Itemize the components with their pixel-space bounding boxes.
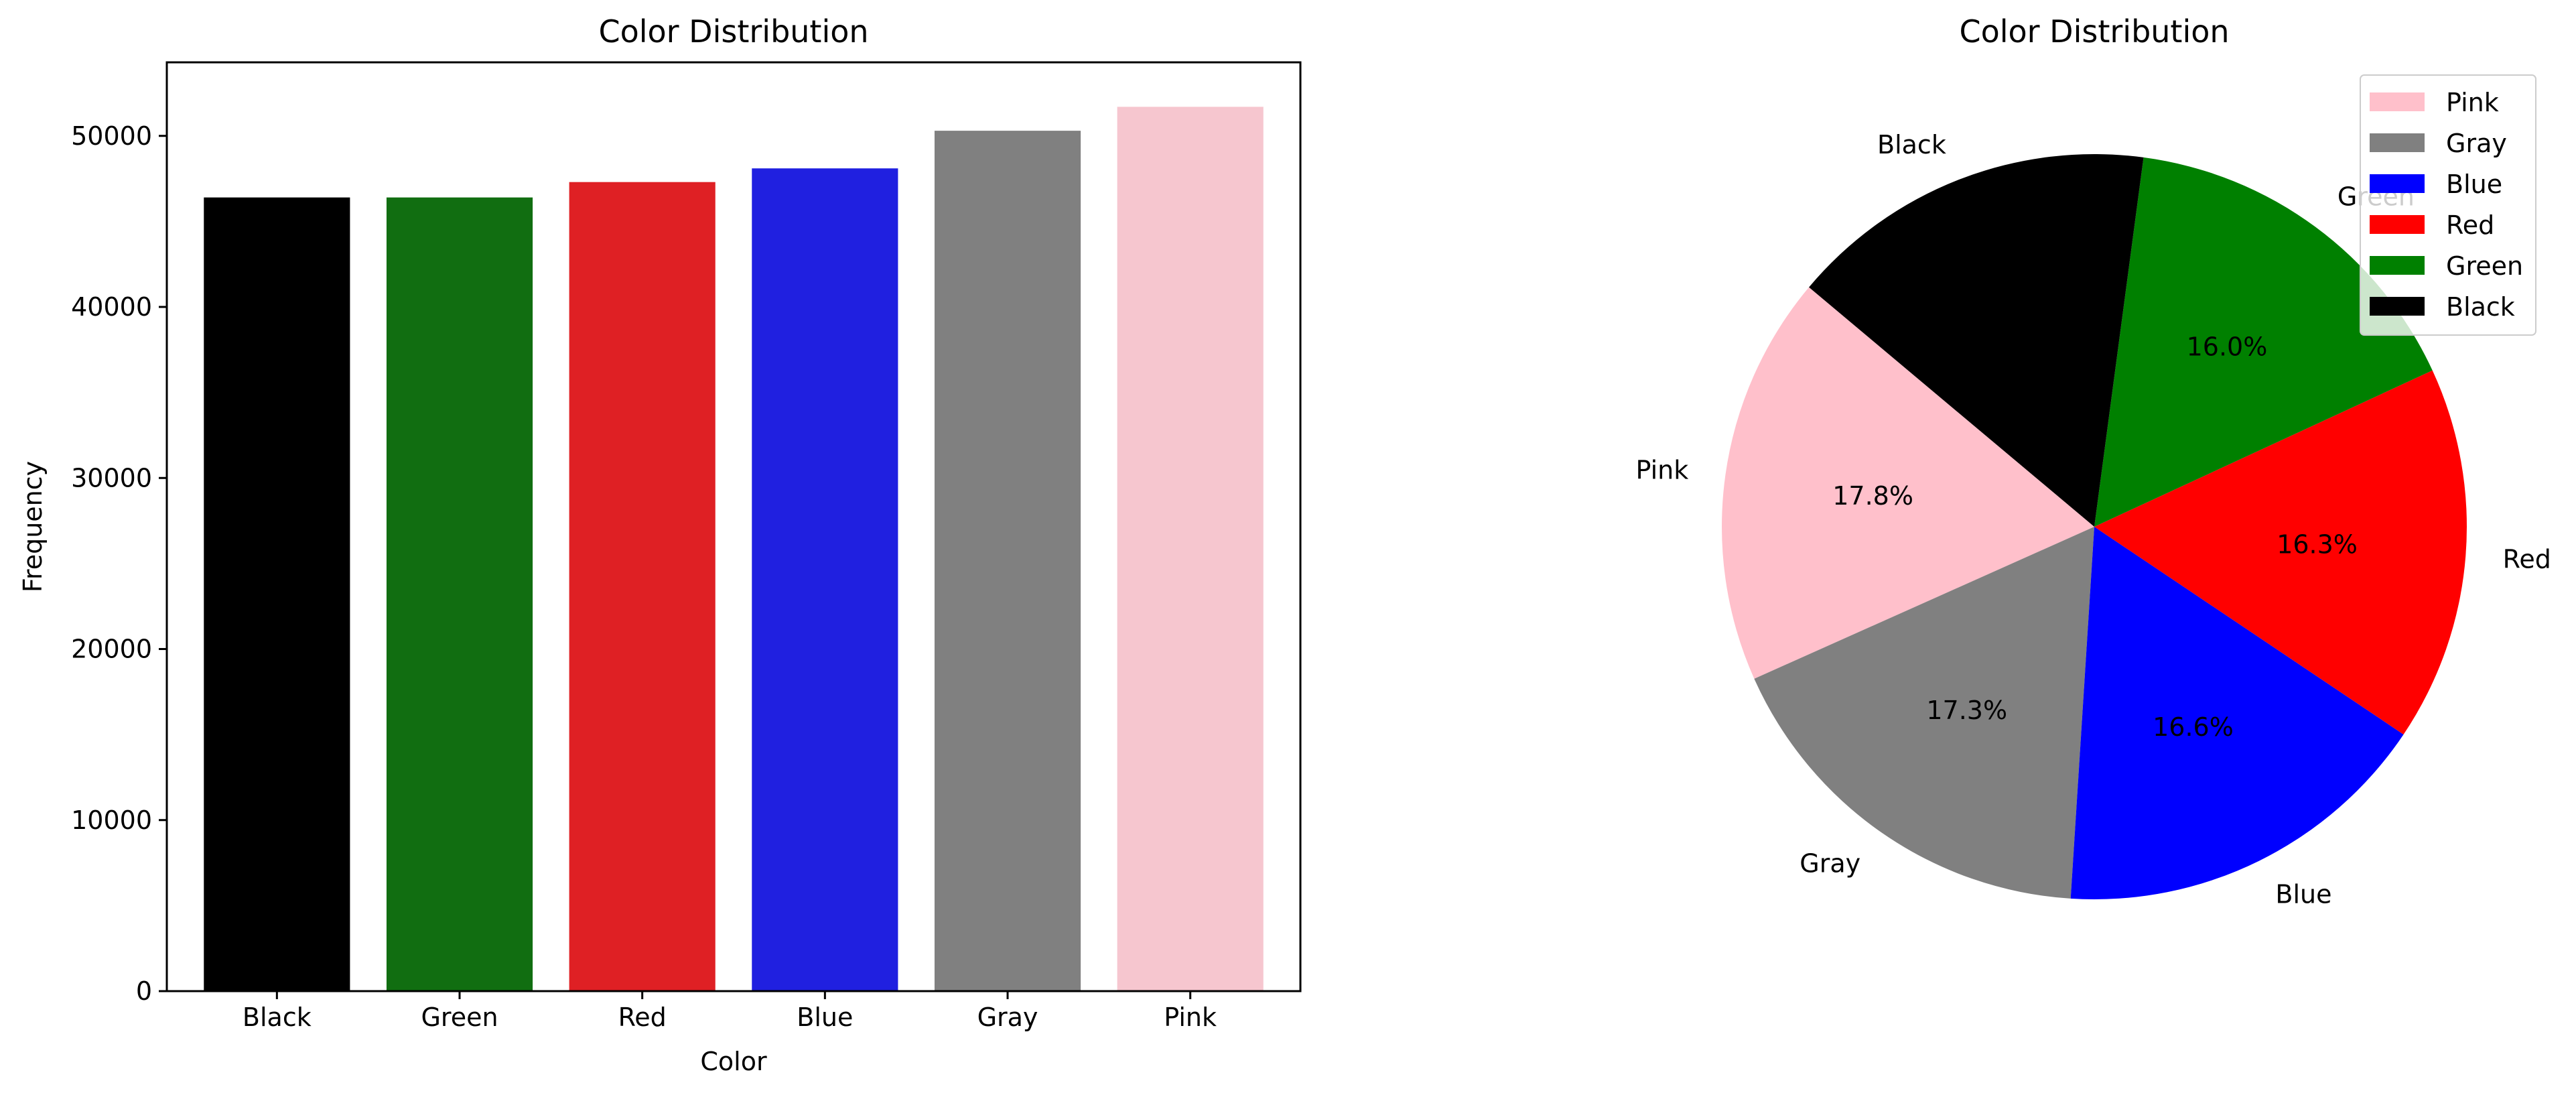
- pie-chart-slices: [1722, 154, 2467, 899]
- legend-label: Black: [2446, 292, 2515, 322]
- legend-swatch-green: [2370, 256, 2425, 275]
- bar-green: [386, 197, 533, 991]
- pie-chart-labels: Pink 17.8% Gray 17.3% Blue 16.6% Red 16.3% Green…: [1636, 130, 2551, 909]
- pie-chart-title: Color Distribution: [1959, 13, 2229, 50]
- pie-slice-pink: [1722, 287, 2094, 679]
- legend-label: Green: [2446, 251, 2523, 281]
- x-tick-label: Blue: [797, 1003, 853, 1032]
- y-tick-label: 40000: [71, 292, 152, 322]
- x-tick-label: Pink: [1164, 1003, 1217, 1032]
- bar-blue: [752, 168, 898, 991]
- pie-percent-label: 16.6%: [2153, 712, 2234, 742]
- legend-label: Red: [2446, 210, 2494, 240]
- x-tick-label: Black: [243, 1003, 312, 1032]
- x-tick-label: Green: [421, 1003, 498, 1032]
- pie-percent-label: 16.0%: [2187, 332, 2268, 361]
- bar-chart-ticks: Black Green Red Blue Gray Pink 0 10000 20000 3000…: [71, 121, 1217, 1032]
- y-tick-label: 30000: [71, 463, 152, 493]
- legend-swatch-pink: [2370, 92, 2425, 111]
- pie-percent-label: 17.8%: [1832, 481, 1913, 511]
- bar-pink: [1117, 107, 1264, 992]
- pie-slice-blue: [2070, 527, 2404, 899]
- legend-label: Gray: [2446, 129, 2507, 158]
- pie-percent-label: 17.3%: [1926, 696, 2007, 725]
- x-tick-label: Gray: [977, 1003, 1038, 1032]
- legend-swatch-blue: [2370, 174, 2425, 193]
- pie-chart-legend: Pink Gray Blue Red Green Black: [2360, 74, 2536, 336]
- legend-swatch-red: [2370, 215, 2425, 234]
- legend-swatch-black: [2370, 297, 2425, 316]
- bar-chart-axes-frame: [165, 61, 1302, 992]
- pie-slice-black: [1809, 154, 2144, 527]
- pie-percent-label: 16.3%: [2277, 529, 2358, 559]
- pie-category-label: Black: [1877, 130, 1946, 159]
- pie-slice-red: [2094, 370, 2467, 734]
- pie-slice-gray: [1754, 527, 2094, 899]
- pie-category-label: Blue: [2275, 880, 2331, 909]
- pie-category-label: Red: [2503, 544, 2551, 574]
- bar-chart-y-axis-label: Frequency: [18, 461, 48, 592]
- pie-slice-green: [2094, 157, 2433, 527]
- bar-red: [569, 182, 716, 991]
- legend-swatch-gray: [2370, 133, 2425, 152]
- y-tick-label: 10000: [71, 806, 152, 835]
- bar-chart-bars: [204, 107, 1264, 992]
- y-tick-label: 50000: [71, 121, 152, 151]
- pie-category-label: Pink: [1636, 455, 1689, 485]
- legend-label: Blue: [2446, 170, 2502, 199]
- legend-label: Pink: [2446, 88, 2499, 117]
- bar-chart: Color Distribution Black Green Red Blue Gray…: [18, 13, 1302, 1076]
- bar-gray: [934, 131, 1081, 991]
- y-tick-label: 20000: [71, 635, 152, 664]
- bar-chart-title: Color Distribution: [598, 13, 868, 50]
- pie-category-label: Gray: [1800, 848, 1860, 878]
- bar-black: [204, 197, 350, 991]
- pie-chart: Color Distribution Pink 17.8% Gray 17.3% Blu…: [1636, 13, 2551, 909]
- bar-chart-x-axis-label: Color: [700, 1047, 767, 1076]
- y-tick-label: 0: [136, 976, 152, 1006]
- x-tick-label: Red: [618, 1003, 667, 1032]
